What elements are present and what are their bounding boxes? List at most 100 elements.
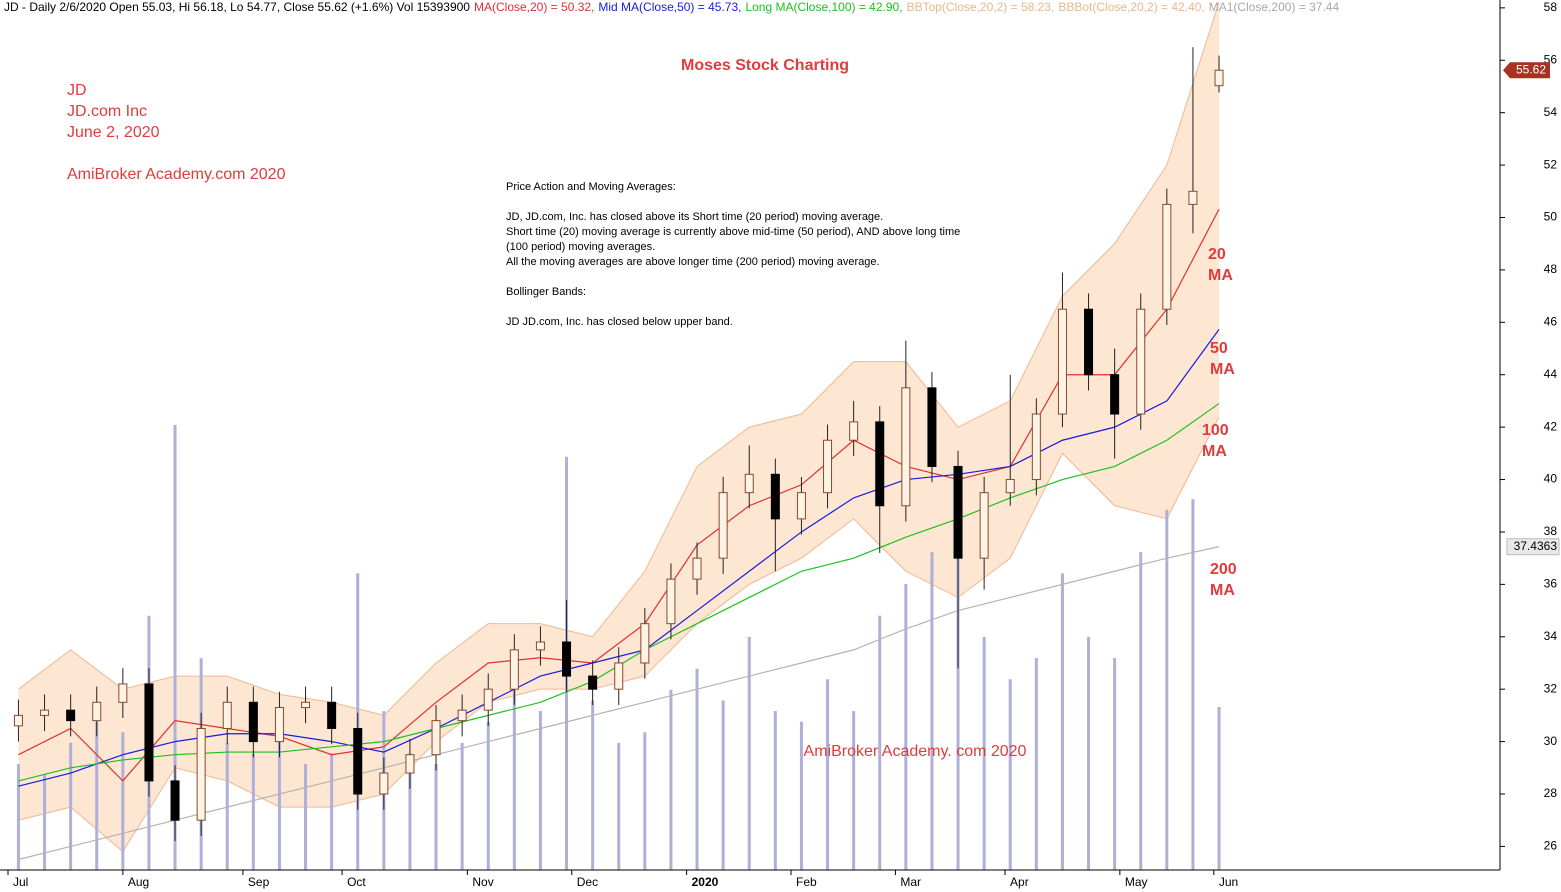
y-tick-label: 44 <box>1544 367 1558 381</box>
volume-bar <box>95 721 99 870</box>
volume-bar <box>16 764 20 870</box>
x-tick-label: Apr <box>1010 875 1029 889</box>
volume-bar <box>538 711 542 870</box>
x-tick-label: Oct <box>347 875 366 889</box>
x-tick-label: Jul <box>13 875 28 889</box>
candle-body <box>1084 308 1094 376</box>
volume-bar <box>512 679 516 870</box>
note-line: All the moving averages are above longer… <box>506 256 880 268</box>
volume-bar <box>1191 499 1195 870</box>
y-tick-label: 46 <box>1544 314 1558 328</box>
candle-body <box>1214 69 1224 87</box>
brand: AmiBroker Academy.com 2020 <box>67 166 286 183</box>
candle-body <box>405 754 415 774</box>
note-line: JD, JD.com, Inc. has closed above its Sh… <box>506 211 883 223</box>
volume-bar <box>225 742 229 870</box>
volume-bar <box>799 721 803 870</box>
y-tick-label: 36 <box>1544 577 1558 591</box>
x-tick-label: May <box>1125 875 1148 889</box>
candle-layer <box>13 47 1224 842</box>
candle-body <box>13 714 23 727</box>
header-segment: JD - Daily 2/6/2020 Open 55.03, Hi 56.18… <box>4 0 470 14</box>
text-layer: JD - Daily 2/6/2020 Open 55.03, Hi 56.18… <box>4 0 1339 760</box>
candle-body <box>927 387 937 467</box>
candle-body <box>1057 308 1067 415</box>
volume-bar <box>1139 552 1143 870</box>
header: JD - Daily 2/6/2020 Open 55.03, Hi 56.18… <box>4 0 1339 14</box>
volume-bar <box>277 732 281 870</box>
ma-line <box>18 546 1220 861</box>
x-tick-label: Feb <box>796 875 817 889</box>
x-tick-label: Dec <box>577 875 598 889</box>
ma-line <box>18 208 1220 782</box>
candle-body <box>666 578 676 625</box>
volume-bar <box>434 764 438 870</box>
volume-bar <box>617 742 621 870</box>
candle-body <box>92 701 102 722</box>
volume-bar <box>826 679 830 870</box>
ma200-label: 37.4363 <box>1514 539 1558 553</box>
candle-body <box>1031 413 1041 481</box>
candle-body <box>144 683 154 782</box>
x-tick-label: Mar <box>900 875 921 889</box>
candle-body <box>796 492 806 520</box>
ma-label: MA <box>1208 267 1233 284</box>
candle-body <box>457 709 467 722</box>
volume-bar <box>643 732 647 870</box>
volume-bar <box>460 742 464 870</box>
candle-body <box>901 387 911 507</box>
volume-bar <box>721 700 725 870</box>
y-tick-label: 30 <box>1544 734 1558 748</box>
candle-body <box>535 641 545 651</box>
candle-body <box>353 727 363 795</box>
candle-body <box>718 492 728 559</box>
candle-body <box>744 473 754 494</box>
candle-body <box>66 709 76 722</box>
note-line: JD JD.com, Inc. has closed below upper b… <box>506 316 733 328</box>
candle-body <box>222 701 232 729</box>
symbol: JD <box>67 82 87 99</box>
volume-bar <box>486 721 490 870</box>
x-tick-label: Aug <box>128 875 149 889</box>
volume-bar <box>408 753 412 870</box>
watermark: AmiBroker Academy. com 2020 <box>804 743 1027 760</box>
header-segment: Mid MA(Close,50) = 45.73, <box>598 0 741 14</box>
y-tick-label: 32 <box>1544 681 1558 695</box>
x-tick-label: Sep <box>248 875 270 889</box>
y-tick-label: 38 <box>1544 524 1558 538</box>
note-line: Price Action and Moving Averages: <box>506 181 676 193</box>
note-line: (100 period) moving averages. <box>506 241 655 253</box>
x-tick-label: Nov <box>472 875 493 889</box>
candle-body <box>301 701 311 709</box>
candle-body <box>953 465 963 559</box>
volume-bar <box>173 425 177 870</box>
volume-bar <box>982 636 986 870</box>
candle-body <box>1188 190 1198 205</box>
candle-body <box>979 492 989 559</box>
x-tick-label: Jun <box>1219 875 1238 889</box>
candle-body <box>1162 203 1172 310</box>
header-segment: BBTop(Close,20,2) = 58.23, <box>907 0 1055 14</box>
volume-bar <box>904 583 908 870</box>
header-segment: MA1(Close,200) = 37.44 <box>1209 0 1340 14</box>
volume-bar <box>747 636 751 870</box>
candle-body <box>588 675 598 690</box>
volume-bar <box>69 742 73 870</box>
candle-body <box>614 662 624 690</box>
y-tick-label: 50 <box>1544 210 1558 224</box>
y-tick-label: 34 <box>1544 629 1558 643</box>
candle-body <box>1005 479 1015 494</box>
volume-bar <box>956 499 960 870</box>
candle-body <box>562 641 572 677</box>
price-badge <box>1503 62 1550 79</box>
ma-label: 200 <box>1210 561 1237 578</box>
volume-bar <box>1113 658 1117 870</box>
volume-bar <box>930 552 934 870</box>
ma-label: 100 <box>1202 422 1229 439</box>
volume-bar <box>878 615 882 870</box>
candle-body <box>196 727 206 821</box>
candle-body <box>692 557 702 580</box>
note-line: Short time (20) moving average is curren… <box>506 226 960 238</box>
